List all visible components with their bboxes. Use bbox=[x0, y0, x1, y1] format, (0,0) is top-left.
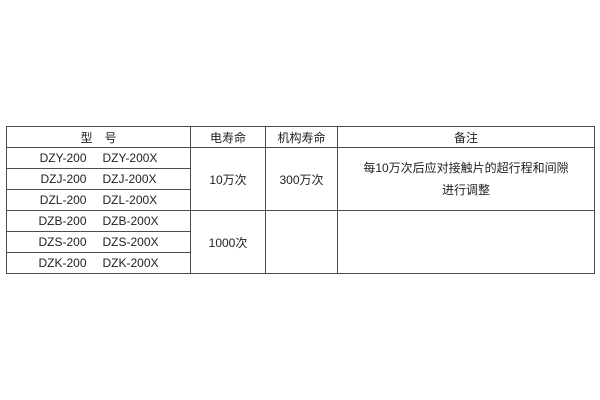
model-name-x: DZJ-200X bbox=[102, 172, 157, 186]
model-name-x: DZS-200X bbox=[102, 235, 159, 249]
model-cell: DZB-200 DZB-200X bbox=[6, 210, 191, 232]
model-name: DZS-200 bbox=[38, 235, 87, 249]
model-name: DZL-200 bbox=[39, 193, 87, 207]
model-cell: DZL-200 DZL-200X bbox=[6, 189, 191, 211]
remarks-line-1: 每10万次后应对接触片的超行程和间隙 bbox=[363, 161, 569, 175]
mechanism-life-cell bbox=[265, 210, 338, 274]
table-row: DZL-200 DZL-200X bbox=[6, 189, 595, 211]
model-name: DZY-200 bbox=[39, 151, 87, 165]
spec-table: 型 号 电寿命 机构寿命 备注 DZY-200 DZY-200X 10万次 300… bbox=[6, 126, 595, 274]
table-row: DZY-200 DZY-200X 10万次 300万次 每10万次后应对接触片的超… bbox=[6, 147, 595, 211]
remarks-cell: 每10万次后应对接触片的超行程和间隙 进行调整 bbox=[337, 147, 595, 211]
model-cell: DZJ-200 DZJ-200X bbox=[6, 168, 191, 190]
model-name-x: DZY-200X bbox=[102, 151, 158, 165]
electrical-life-cell: 10万次 bbox=[190, 147, 266, 211]
model-name: DZB-200 bbox=[38, 214, 87, 228]
mechanism-life-cell: 300万次 bbox=[265, 147, 338, 211]
header-model: 型 号 bbox=[6, 126, 191, 148]
model-cell: DZS-200 DZS-200X bbox=[6, 231, 191, 253]
model-name: DZJ-200 bbox=[40, 172, 87, 186]
model-name-x: DZK-200X bbox=[102, 256, 159, 270]
header-mechanism-life: 机构寿命 bbox=[265, 126, 338, 148]
model-cell: DZK-200 DZK-200X bbox=[6, 252, 191, 274]
table-header-row: 型 号 电寿命 机构寿命 备注 bbox=[6, 126, 595, 148]
remarks-line-2: 进行调整 bbox=[441, 183, 490, 197]
model-cell: DZY-200 DZY-200X bbox=[6, 147, 191, 169]
table-row: DZS-200 DZS-200X bbox=[6, 231, 595, 253]
model-name: DZK-200 bbox=[38, 256, 87, 270]
table-row: DZK-200 DZK-200X bbox=[6, 252, 595, 274]
electrical-life-cell: 1000次 bbox=[190, 210, 266, 274]
table-row: DZJ-200 DZJ-200X bbox=[6, 168, 595, 190]
remarks-cell bbox=[337, 210, 595, 274]
model-name-x: DZL-200X bbox=[102, 193, 158, 207]
model-name-x: DZB-200X bbox=[102, 214, 159, 228]
header-electrical-life: 电寿命 bbox=[190, 126, 266, 148]
header-remarks: 备注 bbox=[337, 126, 595, 148]
table-row: DZB-200 DZB-200X 1000次 bbox=[6, 210, 595, 274]
